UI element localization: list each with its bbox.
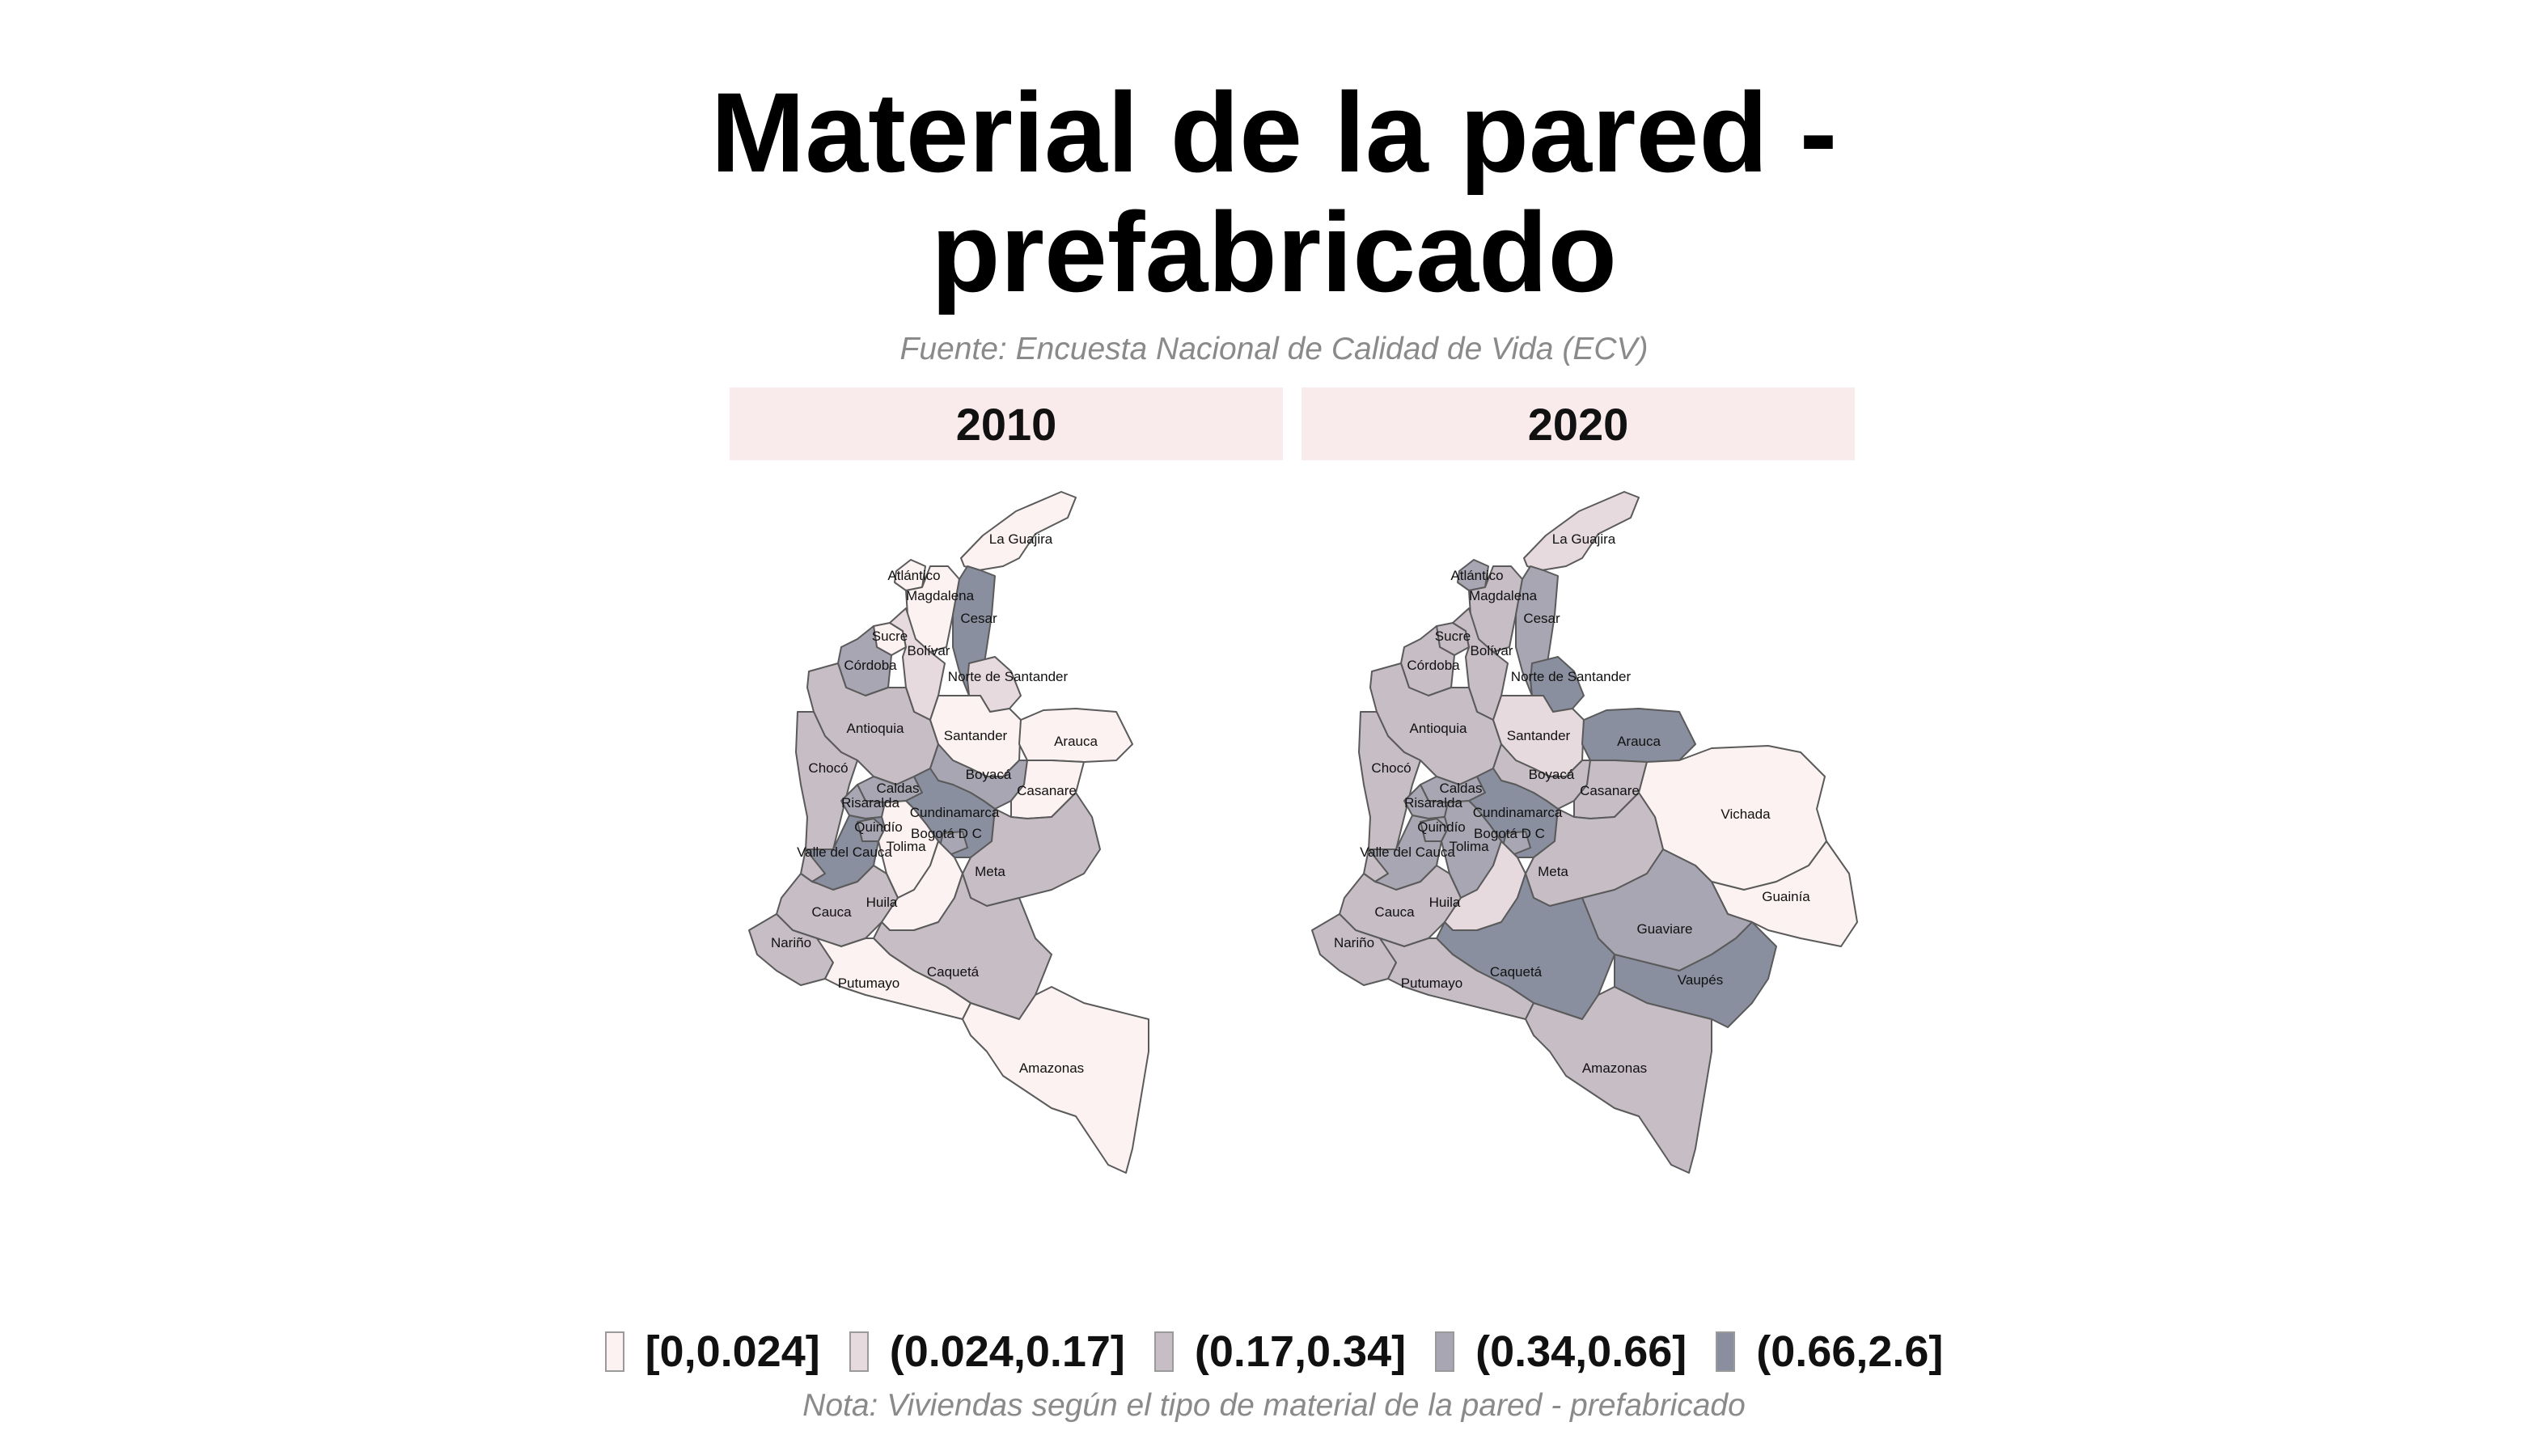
department-label: Casanare bbox=[1017, 783, 1077, 798]
department-label: Caquetá bbox=[1490, 964, 1543, 980]
department-label: Bogotá D C bbox=[1474, 826, 1545, 841]
department-label: Guainía bbox=[1762, 889, 1810, 904]
department-label: Antioquia bbox=[847, 721, 904, 736]
department-label: Chocó bbox=[1371, 760, 1411, 776]
map-panel-2010: La GuajiraAtlánticoMagdalenaCesarSucreBo… bbox=[748, 491, 1149, 1174]
chart-title: Material de la pared - prefabricado bbox=[0, 73, 2548, 312]
department-label: Antioquia bbox=[1410, 721, 1467, 736]
department-label: Cauca bbox=[1374, 904, 1415, 920]
department-label: Risaralda bbox=[841, 795, 899, 811]
department-region bbox=[1018, 708, 1133, 763]
map-panel-2020: La GuajiraAtlánticoMagdalenaCesarSucreBo… bbox=[1311, 491, 1858, 1174]
department-label: Cauca bbox=[811, 904, 852, 920]
department-label: Magdalena bbox=[1469, 588, 1538, 603]
footnote: Nota: Viviendas según el tipo de materia… bbox=[802, 1388, 1746, 1423]
legend-label: (0.34,0.66] bbox=[1475, 1327, 1687, 1376]
legend-label: (0.024,0.17] bbox=[889, 1327, 1125, 1376]
department-label: Atlántico bbox=[1450, 568, 1503, 583]
department-label: Chocó bbox=[808, 760, 848, 776]
department-label: Córdoba bbox=[1407, 658, 1460, 673]
department-label: Cesar bbox=[960, 611, 997, 626]
department-label: Cundinamarca bbox=[1473, 805, 1563, 820]
department-label: Caldas bbox=[877, 781, 920, 796]
department-label: Santander bbox=[944, 728, 1008, 743]
legend: [0,0.024] (0.024,0.17] (0.17,0.34] (0.34… bbox=[0, 1327, 2548, 1377]
department-label: Boyacá bbox=[966, 767, 1012, 782]
department-label: Casanare bbox=[1580, 783, 1640, 798]
department-label: Norte de Santander bbox=[948, 669, 1069, 684]
department-label: Caquetá bbox=[927, 964, 980, 980]
department-label: Guaviare bbox=[1637, 921, 1693, 937]
department-label: Quindío bbox=[854, 819, 903, 835]
department-label: Cesar bbox=[1523, 611, 1560, 626]
department-label: La Guajira bbox=[1552, 531, 1616, 547]
department-label: Putumayo bbox=[838, 976, 900, 991]
source-caption: Fuente: Encuesta Nacional de Calidad de … bbox=[899, 332, 1649, 366]
legend-label: (0.17,0.34] bbox=[1194, 1327, 1407, 1376]
department-label: Arauca bbox=[1617, 734, 1661, 749]
legend-label: (0.66,2.6] bbox=[1756, 1327, 1944, 1376]
panel-header-2020: 2020 bbox=[1302, 387, 1855, 460]
department-label: La Guajira bbox=[989, 531, 1053, 547]
legend-swatch bbox=[604, 1331, 624, 1372]
department-label: Huila bbox=[866, 895, 898, 910]
title-line-1: Material de la pared - bbox=[710, 69, 1838, 196]
department-label: Sucre bbox=[1435, 629, 1471, 644]
department-label: Tolima bbox=[886, 839, 926, 854]
department-region bbox=[962, 986, 1149, 1174]
legend-item: (0.17,0.34] bbox=[1153, 1327, 1407, 1377]
department-label: Cundinamarca bbox=[910, 805, 1000, 820]
department-label: Bogotá D C bbox=[911, 826, 982, 841]
department-label: Boyacá bbox=[1529, 767, 1575, 782]
department-label: Putumayo bbox=[1401, 976, 1463, 991]
department-label: Valle del Cauca bbox=[1360, 844, 1455, 860]
legend-item: [0,0.024] bbox=[604, 1327, 820, 1377]
department-label: Sucre bbox=[872, 629, 908, 644]
department-label: Bolívar bbox=[908, 643, 950, 658]
department-label: Nariño bbox=[771, 935, 811, 950]
department-label: Atlántico bbox=[887, 568, 940, 583]
legend-label: [0,0.024] bbox=[645, 1327, 820, 1376]
department-label: Córdoba bbox=[844, 658, 897, 673]
department-label: Magdalena bbox=[906, 588, 975, 603]
department-label: Vichada bbox=[1721, 806, 1771, 822]
panel-header-2010: 2010 bbox=[730, 387, 1283, 460]
legend-swatch bbox=[1435, 1331, 1455, 1372]
department-label: Bolívar bbox=[1471, 643, 1513, 658]
department-label: Norte de Santander bbox=[1511, 669, 1632, 684]
department-label: Arauca bbox=[1054, 734, 1098, 749]
department-label: Quindío bbox=[1417, 819, 1466, 835]
department-label: Amazonas bbox=[1582, 1060, 1647, 1076]
department-label: Meta bbox=[975, 864, 1005, 879]
department-label: Tolima bbox=[1449, 839, 1489, 854]
department-label: Caldas bbox=[1440, 781, 1483, 796]
department-label: Huila bbox=[1429, 895, 1461, 910]
department-label: Vaupés bbox=[1678, 972, 1723, 988]
department-label: Valle del Cauca bbox=[797, 844, 892, 860]
legend-item: (0.66,2.6] bbox=[1716, 1327, 1943, 1377]
legend-item: (0.34,0.66] bbox=[1435, 1327, 1687, 1377]
department-region bbox=[1525, 986, 1712, 1174]
legend-swatch bbox=[849, 1331, 869, 1372]
department-label: Santander bbox=[1507, 728, 1571, 743]
department-label: Meta bbox=[1538, 864, 1568, 879]
title-line-2: prefabricado bbox=[931, 188, 1617, 315]
legend-swatch bbox=[1153, 1331, 1174, 1372]
department-label: Amazonas bbox=[1019, 1060, 1084, 1076]
legend-swatch bbox=[1716, 1331, 1736, 1372]
department-label: Nariño bbox=[1334, 935, 1374, 950]
legend-item: (0.024,0.17] bbox=[849, 1327, 1125, 1377]
department-label: Risaralda bbox=[1404, 795, 1462, 811]
